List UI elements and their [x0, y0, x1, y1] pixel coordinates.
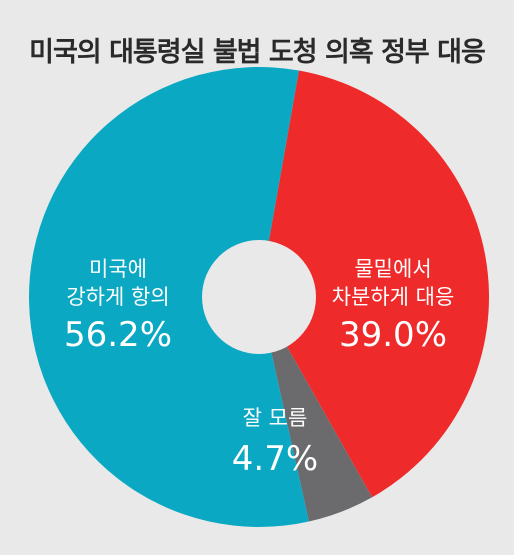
- slice-calm: [259, 70, 490, 498]
- donut-hole: [202, 240, 316, 354]
- slice-label-calm-line1: 물밑에서: [354, 257, 431, 281]
- slice-unknown: [259, 297, 373, 522]
- slice-label-unknown: 잘 모름: [243, 406, 308, 430]
- slice-protest: [29, 67, 309, 527]
- slice-value-calm: 39.0%: [339, 315, 447, 355]
- slice-label-protest-line2: 강하게 항의: [66, 285, 169, 309]
- slice-label-calm-line2: 차분하게 대응: [332, 285, 455, 309]
- slice-value-unknown: 4.7%: [232, 439, 318, 479]
- slice-label-protest-line1: 미국에: [89, 257, 147, 281]
- chart-title: 미국의 대통령실 불법 도청 의혹 정부 대응: [29, 37, 486, 68]
- slice-value-protest: 56.2%: [64, 315, 172, 355]
